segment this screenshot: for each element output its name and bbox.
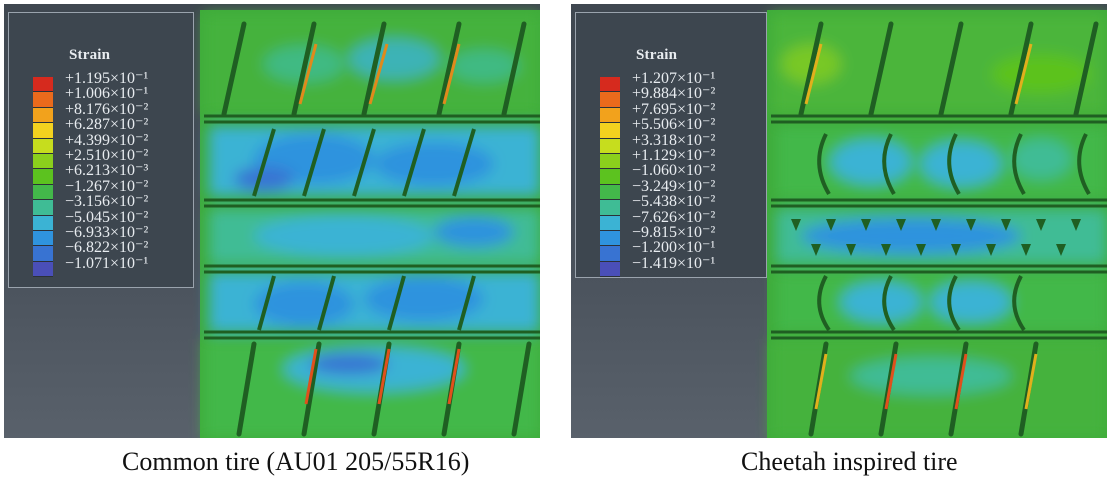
- legend-value: +3.318×10⁻²: [632, 131, 716, 149]
- legend-value: +7.695×10⁻²: [632, 100, 716, 118]
- legend-value: +8.176×10⁻²: [65, 100, 149, 118]
- common-tire-fe-contour: [200, 10, 540, 438]
- cheetah-tire-fe-contour: [767, 10, 1107, 438]
- legend-value: −5.438×10⁻²: [632, 193, 716, 211]
- legend-value: +1.207×10⁻¹: [632, 70, 716, 87]
- strain-legend: Strain +1.207×10⁻¹ +9.884×10⁻² +7.695×10…: [575, 12, 767, 278]
- legend-value: −6.933×10⁻²: [65, 223, 149, 241]
- legend-swatch: [33, 138, 53, 154]
- legend-swatch: [33, 184, 53, 201]
- common-tire-strain-panel: Strain +1.195×10⁻¹ +1.006×10⁻¹ +8.176×10…: [4, 4, 540, 438]
- legend-value: −9.815×10⁻²: [632, 223, 716, 241]
- legend-color-bar: [600, 77, 620, 278]
- legend-value: −7.626×10⁻²: [632, 208, 716, 226]
- legend-swatch: [33, 215, 53, 231]
- legend-labels: +1.207×10⁻¹ +9.884×10⁻² +7.695×10⁻² +5.5…: [632, 70, 716, 272]
- legend-swatch: [600, 153, 620, 170]
- legend-value: +1.195×10⁻¹: [65, 70, 149, 87]
- legend-value: −1.267×10⁻²: [65, 177, 149, 195]
- legend-swatch: [33, 246, 53, 262]
- legend-swatch: [33, 200, 53, 216]
- legend-title: Strain: [636, 47, 678, 63]
- legend-value: −1.060×10⁻²: [632, 162, 716, 180]
- cheetah-tire-strain-panel: Strain +1.207×10⁻¹ +9.884×10⁻² +7.695×10…: [571, 4, 1107, 438]
- legend-swatch: [600, 123, 620, 139]
- legend-swatch: [600, 107, 620, 124]
- legend-swatch: [600, 77, 620, 93]
- legend-value: −3.156×10⁻²: [65, 193, 149, 211]
- legend-value: +6.213×10⁻³: [65, 162, 149, 180]
- legend-swatch: [600, 246, 620, 262]
- legend-value: −1.200×10⁻¹: [632, 239, 716, 257]
- legend-swatch: [33, 123, 53, 139]
- strain-legend: Strain +1.195×10⁻¹ +1.006×10⁻¹ +8.176×10…: [8, 12, 194, 288]
- legend-value: +1.006×10⁻¹: [65, 85, 149, 103]
- legend-title: Strain: [69, 47, 111, 63]
- legend-value: +2.510×10⁻²: [65, 146, 149, 164]
- common-tire-caption: Common tire (AU01 205/55R16): [122, 447, 470, 476]
- legend-value: −6.822×10⁻²: [65, 239, 149, 257]
- legend-value: +6.287×10⁻²: [65, 116, 149, 134]
- legend-value: −1.071×10⁻¹: [65, 254, 149, 272]
- legend-swatch: [33, 92, 53, 108]
- legend-labels: +1.195×10⁻¹ +1.006×10⁻¹ +8.176×10⁻² +6.2…: [65, 70, 149, 272]
- legend-value: +4.399×10⁻²: [65, 131, 149, 149]
- legend-swatch: [600, 261, 620, 278]
- legend-swatch: [33, 261, 53, 278]
- legend-swatch: [600, 230, 620, 247]
- legend-swatch: [33, 169, 53, 185]
- legend-swatch: [33, 77, 53, 93]
- legend-value: +1.129×10⁻²: [632, 146, 716, 164]
- legend-value: −1.419×10⁻¹: [632, 254, 716, 272]
- legend-value: −3.249×10⁻²: [632, 177, 716, 195]
- legend-swatch: [600, 138, 620, 154]
- legend-value: −5.045×10⁻²: [65, 208, 149, 226]
- legend-swatch: [600, 169, 620, 185]
- legend-value: +9.884×10⁻²: [632, 85, 716, 103]
- legend-swatch: [600, 92, 620, 108]
- legend-swatch: [33, 153, 53, 170]
- legend-swatch: [600, 184, 620, 201]
- legend-swatch: [600, 200, 620, 216]
- legend-swatch: [33, 107, 53, 124]
- legend-value: +5.506×10⁻²: [632, 116, 716, 134]
- legend-color-bar: [33, 77, 53, 278]
- legend-swatch: [33, 230, 53, 247]
- cheetah-tire-caption: Cheetah inspired tire: [741, 447, 958, 476]
- legend-swatch: [600, 215, 620, 231]
